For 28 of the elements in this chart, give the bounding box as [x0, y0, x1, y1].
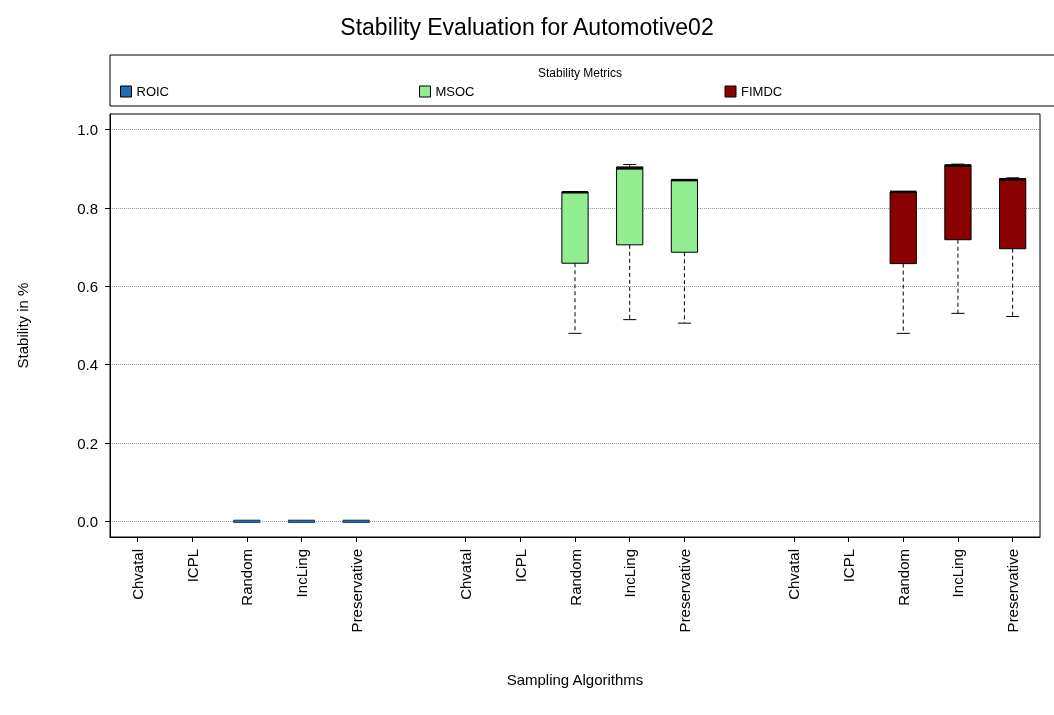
x-tick-label: ICPL — [840, 549, 858, 583]
x-tick-label: Random — [566, 549, 584, 606]
chart-title: Stability Evaluation for Automotive02 — [340, 13, 714, 40]
y-tick-label: 0.4 — [77, 356, 98, 374]
x-tick-label: IncLing — [621, 549, 639, 598]
y-axis-title: Stability in % — [14, 282, 31, 369]
x-tick-label: IncLing — [292, 549, 310, 598]
y-tick-label: 0.8 — [77, 199, 98, 217]
x-tick-label: Chvatal — [457, 549, 475, 600]
x-axis-title: Sampling Algorithms — [506, 671, 644, 688]
y-tick-label: 0.0 — [77, 512, 98, 530]
x-tick-label: Random — [894, 549, 912, 606]
x-tick-label: ICPL — [183, 549, 201, 583]
x-tick-label: Preservative — [1004, 549, 1022, 633]
x-tick-label: Chvatal — [128, 549, 146, 600]
y-tick-label: 1.0 — [77, 121, 98, 139]
legend-label: FIMDC — [741, 84, 783, 99]
x-tick-label: Preservative — [347, 549, 365, 633]
legend-label: ROIC — [136, 84, 169, 99]
x-tick-label: Random — [238, 549, 256, 606]
legend-title: Stability Metrics — [537, 66, 623, 80]
x-tick-label: IncLing — [949, 549, 967, 598]
x-tick-label: Chvatal — [785, 549, 803, 600]
x-tick-label: ICPL — [511, 549, 529, 583]
legend-label: MSOC — [435, 84, 475, 99]
y-tick-label: 0.6 — [77, 277, 98, 295]
y-tick-label: 0.2 — [77, 434, 98, 452]
x-tick-label: Preservative — [675, 549, 693, 633]
